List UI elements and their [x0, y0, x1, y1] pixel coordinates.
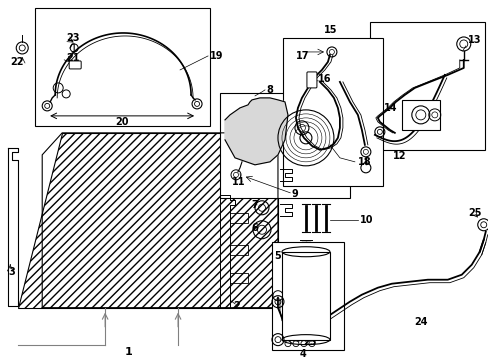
Text: 21: 21	[66, 53, 80, 63]
Text: 1: 1	[124, 347, 132, 357]
Text: 3: 3	[8, 267, 15, 277]
Text: 18: 18	[357, 157, 371, 167]
Bar	[369, 22, 484, 150]
Bar	[283, 38, 382, 186]
Text: 25: 25	[303, 313, 316, 323]
Text: 20: 20	[115, 117, 129, 127]
Text: 15: 15	[323, 25, 337, 35]
Bar	[271, 242, 343, 350]
Text: 16: 16	[317, 74, 331, 84]
Text: 25: 25	[467, 208, 480, 218]
Bar	[401, 100, 439, 130]
Bar	[220, 93, 349, 198]
Text: 25: 25	[303, 337, 316, 347]
Text: 14: 14	[384, 103, 397, 113]
Text: 22: 22	[10, 57, 24, 67]
Text: 6: 6	[251, 223, 258, 233]
Text: 11: 11	[231, 177, 245, 187]
Text: 7: 7	[251, 200, 258, 210]
Text: 10: 10	[359, 215, 373, 225]
Text: 2: 2	[233, 301, 239, 311]
Text: 24: 24	[413, 317, 427, 327]
Text: 17: 17	[295, 51, 309, 61]
FancyBboxPatch shape	[69, 61, 81, 69]
FancyBboxPatch shape	[306, 72, 316, 88]
Text: 4: 4	[299, 348, 305, 359]
Bar	[35, 8, 210, 126]
Bar	[282, 252, 329, 339]
Text: 19: 19	[210, 51, 223, 61]
Text: 12: 12	[392, 151, 406, 161]
Text: 9: 9	[291, 189, 298, 199]
Text: 8: 8	[265, 85, 272, 95]
Text: 5: 5	[273, 251, 280, 261]
Text: 13: 13	[467, 35, 480, 45]
Text: 23: 23	[66, 33, 80, 43]
Polygon shape	[18, 133, 277, 308]
Polygon shape	[224, 98, 287, 165]
